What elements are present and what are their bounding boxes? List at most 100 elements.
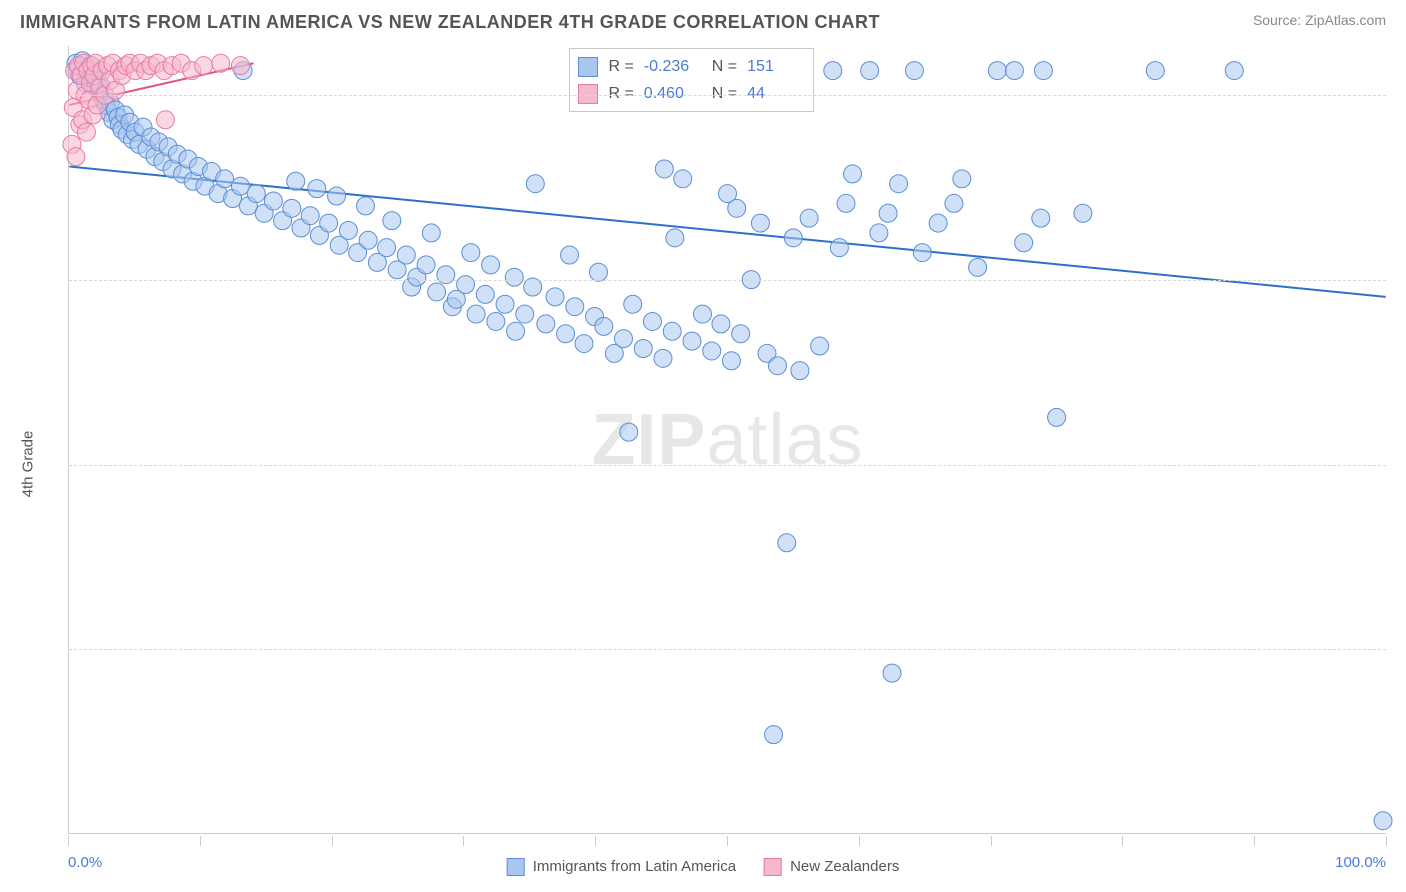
legend-item: Immigrants from Latin America bbox=[507, 858, 736, 876]
y-tick-label: 77.5% bbox=[1394, 641, 1406, 658]
x-tick bbox=[463, 836, 464, 846]
data-point-latin_america bbox=[722, 352, 740, 370]
data-point-latin_america bbox=[824, 62, 842, 80]
legend-row: R =-0.236N =151 bbox=[578, 53, 805, 80]
data-point-latin_america bbox=[905, 62, 923, 80]
data-point-new_zealanders bbox=[231, 57, 249, 75]
legend-swatch bbox=[507, 858, 525, 876]
scatter-svg bbox=[69, 46, 1386, 833]
data-point-latin_america bbox=[1374, 812, 1392, 830]
gridline-h bbox=[69, 649, 1386, 650]
data-point-latin_america bbox=[1074, 204, 1092, 222]
data-point-latin_america bbox=[417, 256, 435, 274]
data-point-latin_america bbox=[870, 224, 888, 242]
y-tick-label: 100.0% bbox=[1394, 87, 1406, 104]
x-axis-min-label: 0.0% bbox=[68, 854, 102, 871]
correlation-legend-box: R =-0.236N =151R =0.460N =44 bbox=[569, 48, 814, 112]
data-point-latin_america bbox=[231, 177, 249, 195]
gridline-h bbox=[69, 95, 1386, 96]
data-point-latin_america bbox=[683, 332, 701, 350]
x-axis-ticks bbox=[68, 836, 1386, 848]
legend-n-value: 44 bbox=[747, 80, 805, 107]
data-point-latin_america bbox=[837, 194, 855, 212]
y-tick-label: 92.5% bbox=[1394, 271, 1406, 288]
data-point-latin_america bbox=[467, 305, 485, 323]
x-tick bbox=[859, 836, 860, 846]
data-point-latin_america bbox=[624, 295, 642, 313]
data-point-latin_america bbox=[505, 268, 523, 286]
data-point-latin_america bbox=[654, 349, 672, 367]
data-point-latin_america bbox=[496, 295, 514, 313]
legend-n-value: 151 bbox=[747, 53, 805, 80]
data-point-latin_america bbox=[320, 214, 338, 232]
source-attribution: Source: ZipAtlas.com bbox=[1253, 12, 1386, 28]
data-point-latin_america bbox=[546, 288, 564, 306]
legend-swatch bbox=[578, 84, 598, 104]
data-point-latin_america bbox=[655, 160, 673, 178]
data-point-latin_america bbox=[861, 62, 879, 80]
x-tick bbox=[1386, 836, 1387, 846]
data-point-latin_america bbox=[694, 305, 712, 323]
data-point-latin_america bbox=[507, 322, 525, 340]
data-point-latin_america bbox=[784, 229, 802, 247]
data-point-latin_america bbox=[663, 322, 681, 340]
data-point-latin_america bbox=[457, 276, 475, 294]
data-point-latin_america bbox=[301, 207, 319, 225]
data-point-new_zealanders bbox=[212, 54, 230, 72]
data-point-latin_america bbox=[844, 165, 862, 183]
data-point-latin_america bbox=[476, 285, 494, 303]
chart-container: 4th Grade ZIPatlas R =-0.236N =151R =0.4… bbox=[20, 46, 1386, 882]
data-point-latin_america bbox=[913, 244, 931, 262]
legend-n-label: N = bbox=[712, 53, 737, 80]
legend-r-label: R = bbox=[608, 80, 633, 107]
data-point-latin_america bbox=[359, 231, 377, 249]
legend-n-label: N = bbox=[712, 80, 737, 107]
data-point-latin_america bbox=[247, 185, 265, 203]
source-prefix: Source: bbox=[1253, 12, 1305, 28]
data-point-latin_america bbox=[765, 726, 783, 744]
data-point-latin_america bbox=[383, 212, 401, 230]
legend-row: R = 0.460 N = 44 bbox=[578, 80, 805, 107]
y-axis-label: 4th Grade bbox=[20, 431, 37, 498]
data-point-latin_america bbox=[811, 337, 829, 355]
data-point-new_zealanders bbox=[67, 148, 85, 166]
x-tick bbox=[595, 836, 596, 846]
x-tick bbox=[727, 836, 728, 846]
data-point-latin_america bbox=[883, 664, 901, 682]
data-point-latin_america bbox=[308, 180, 326, 198]
data-point-latin_america bbox=[634, 340, 652, 358]
data-point-latin_america bbox=[703, 342, 721, 360]
x-tick bbox=[68, 836, 69, 846]
x-tick bbox=[200, 836, 201, 846]
data-point-latin_america bbox=[830, 239, 848, 257]
data-point-latin_america bbox=[929, 214, 947, 232]
data-point-latin_america bbox=[791, 362, 809, 380]
data-point-latin_america bbox=[1146, 62, 1164, 80]
data-point-latin_america bbox=[590, 263, 608, 281]
data-point-latin_america bbox=[1225, 62, 1243, 80]
legend-swatch bbox=[764, 858, 782, 876]
gridline-h bbox=[69, 465, 1386, 466]
data-point-latin_america bbox=[800, 209, 818, 227]
legend-r-value: 0.460 bbox=[644, 80, 702, 107]
x-axis-max-label: 100.0% bbox=[1335, 854, 1386, 871]
data-point-latin_america bbox=[615, 330, 633, 348]
series-legend: Immigrants from Latin AmericaNew Zealand… bbox=[507, 858, 900, 876]
data-point-latin_america bbox=[879, 204, 897, 222]
data-point-latin_america bbox=[482, 256, 500, 274]
data-point-latin_america bbox=[595, 317, 613, 335]
data-point-latin_america bbox=[264, 192, 282, 210]
data-point-latin_america bbox=[537, 315, 555, 333]
source-link[interactable]: ZipAtlas.com bbox=[1305, 12, 1386, 28]
data-point-latin_america bbox=[728, 199, 746, 217]
plot-area: ZIPatlas R =-0.236N =151R =0.460N =44 77… bbox=[68, 46, 1386, 834]
data-point-latin_america bbox=[283, 199, 301, 217]
data-point-latin_america bbox=[712, 315, 730, 333]
legend-r-label: R = bbox=[608, 53, 633, 80]
data-point-latin_america bbox=[890, 175, 908, 193]
data-point-latin_america bbox=[751, 214, 769, 232]
data-point-latin_america bbox=[575, 335, 593, 353]
data-point-latin_america bbox=[988, 62, 1006, 80]
data-point-latin_america bbox=[769, 357, 787, 375]
data-point-latin_america bbox=[953, 170, 971, 188]
